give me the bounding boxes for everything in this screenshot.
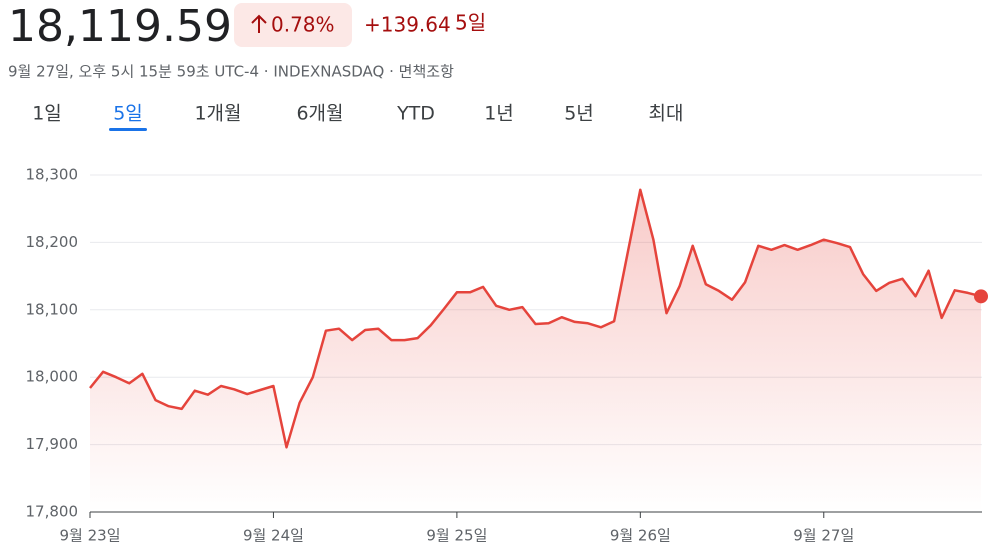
chart: 17,800 17,900 18,000 18,100 18,200 18,300 9월 2… xyxy=(26,166,988,545)
y-tick-label: 18,200 xyxy=(26,233,79,251)
x-tick-label: 9월 25일 xyxy=(426,527,487,545)
change-badge xyxy=(234,3,352,47)
tab[interactable]: 최대 xyxy=(649,103,684,125)
period: 5일 xyxy=(455,11,486,35)
tab[interactable]: 1개월 xyxy=(194,103,241,125)
x-tick-label: 9월 26일 xyxy=(610,527,671,545)
x-tick-label: 9월 27일 xyxy=(793,527,854,545)
y-tick-label: 18,000 xyxy=(26,368,79,386)
tab[interactable]: YTD xyxy=(396,103,435,125)
y-tick-label: 18,100 xyxy=(26,300,79,318)
x-tick-label: 9월 24일 xyxy=(243,527,304,545)
y-tick-label: 17,900 xyxy=(26,435,79,453)
tab-underline xyxy=(109,128,147,131)
y-tick-label: 17,800 xyxy=(26,503,79,521)
x-tick-label: 9월 23일 xyxy=(60,527,121,545)
y-tick-label: 18,300 xyxy=(26,166,79,184)
subtitle: 9월 27일, 오후 5시 15분 59초 UTC-4 · INDEXNASDA… xyxy=(8,63,454,81)
tab[interactable]: 5일 xyxy=(113,103,143,125)
tab[interactable]: 6개월 xyxy=(296,103,343,125)
up-arrow xyxy=(251,14,267,33)
tab[interactable]: 1년 xyxy=(484,103,514,125)
area xyxy=(90,189,981,513)
tab[interactable]: 5년 xyxy=(564,103,594,125)
change: +139.64 xyxy=(364,13,451,37)
change-percent: 0.78% xyxy=(271,13,335,37)
tabs: 1일 5일 1개월 6개월 YTD 1년 5년 최대 xyxy=(32,103,684,131)
tab[interactable]: 1일 xyxy=(32,103,62,125)
price: 18,119.59 xyxy=(8,1,232,52)
last-point xyxy=(974,289,988,304)
line xyxy=(89,188,982,449)
